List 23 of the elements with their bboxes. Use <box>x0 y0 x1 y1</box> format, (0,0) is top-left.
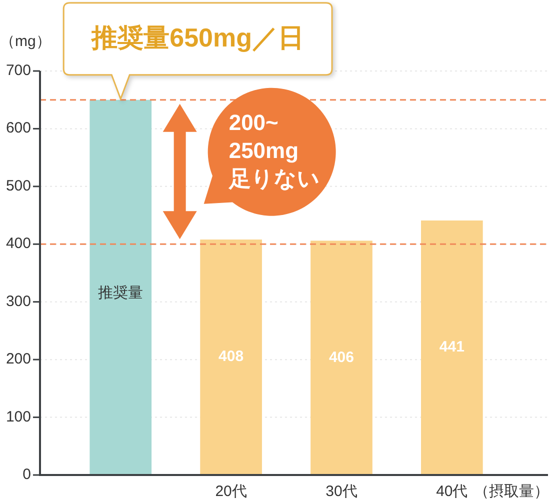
y-tick-label: 500 <box>6 177 31 194</box>
y-axis-title: （mg） <box>0 33 51 50</box>
annotation: 200~ 250mg 足りない <box>228 110 320 191</box>
bar <box>310 240 372 475</box>
y-tick-label: 200 <box>6 350 31 368</box>
x-tick-label: 30代 <box>326 483 358 500</box>
y-tick-label: 300 <box>6 292 31 310</box>
y-tick-label: 700 <box>6 62 31 79</box>
x-tick-label: 40代 <box>436 483 468 500</box>
data-label: 406 <box>328 348 354 366</box>
y-tick-label: 0 <box>22 466 31 483</box>
x-tick-label: 20代 <box>215 483 247 500</box>
data-label: 408 <box>218 348 244 366</box>
x-axis-title: （摂取量） <box>474 483 549 500</box>
y-tick-label: 600 <box>6 120 31 137</box>
y-tick-label: 100 <box>6 408 31 426</box>
bar <box>90 100 152 475</box>
bar <box>200 240 262 475</box>
data-label: 441 <box>439 338 464 356</box>
x-tick-label: 推奨量 <box>98 284 144 302</box>
y-tick-label: 400 <box>6 235 31 252</box>
annotation: 推奨量650mg／日 <box>90 22 304 53</box>
bar <box>421 220 483 475</box>
